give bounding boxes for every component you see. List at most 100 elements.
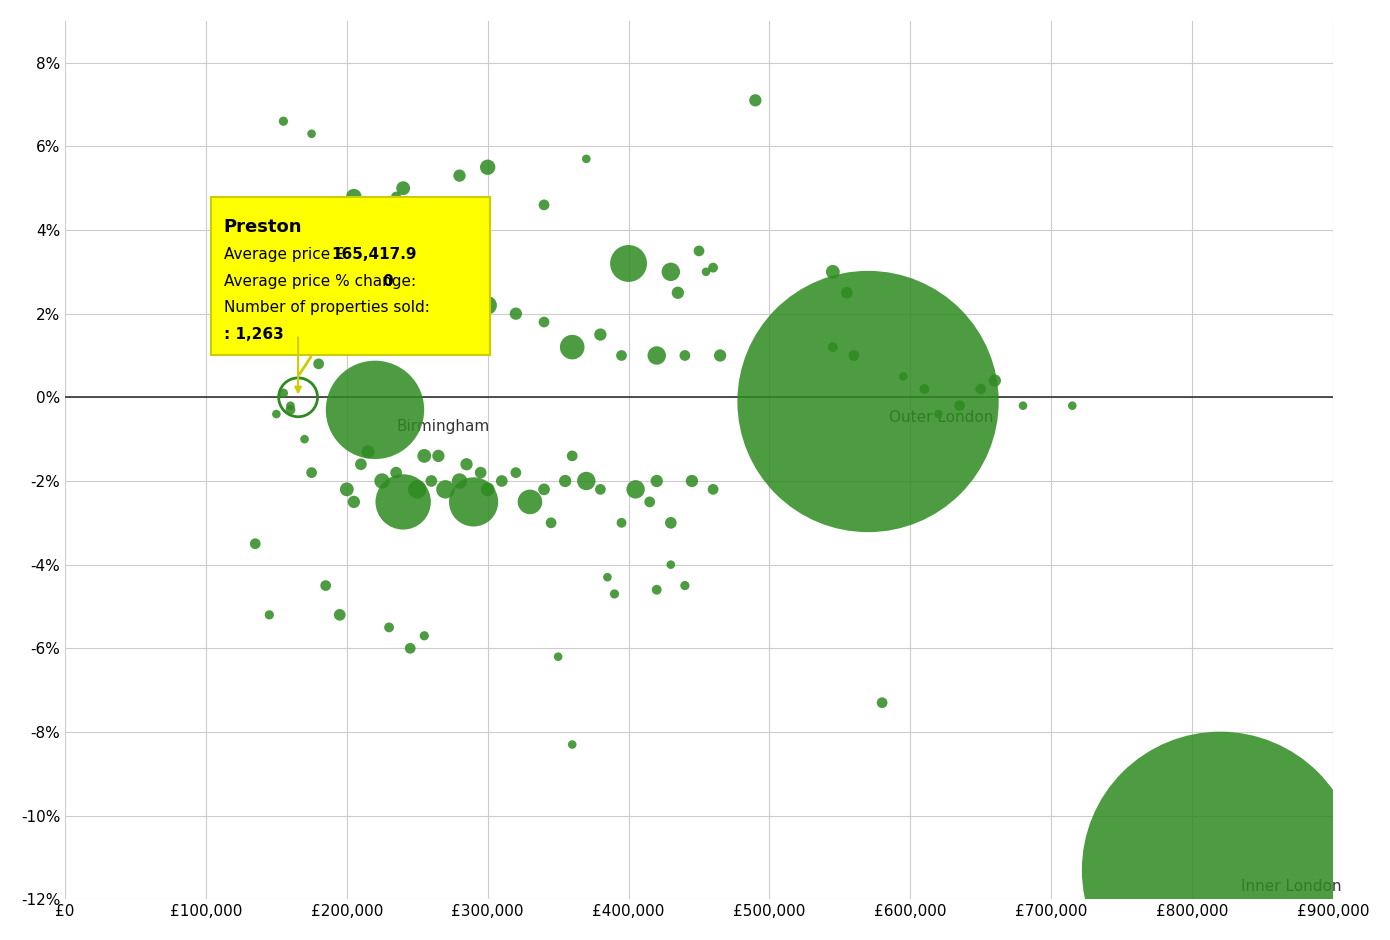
Point — [491, 474, 513, 489]
Point — [575, 151, 598, 166]
Point — [279, 399, 302, 414]
Point — [674, 348, 696, 363]
Point — [505, 465, 527, 480]
Point — [392, 494, 414, 509]
Point — [681, 474, 703, 489]
Point — [434, 322, 456, 337]
Point — [314, 578, 336, 593]
Point — [470, 465, 492, 480]
Point — [702, 482, 724, 497]
Point — [434, 482, 456, 497]
Point — [328, 298, 350, 313]
Point — [272, 385, 295, 400]
Point — [948, 399, 970, 414]
Point — [357, 445, 379, 460]
Point — [667, 285, 689, 300]
Text: 165,417.9: 165,417.9 — [331, 247, 417, 262]
Point — [695, 264, 717, 279]
Point — [413, 448, 435, 463]
Point — [589, 482, 612, 497]
Point — [660, 264, 682, 279]
Point — [279, 402, 302, 417]
Point — [399, 641, 421, 656]
Point — [532, 197, 555, 212]
Point — [913, 382, 935, 397]
Point — [532, 482, 555, 497]
Point — [413, 628, 435, 643]
Text: Birmingham: Birmingham — [396, 419, 489, 433]
Point — [477, 298, 499, 313]
Point — [562, 339, 584, 354]
Point — [505, 306, 527, 321]
Point — [702, 260, 724, 275]
Point — [603, 587, 626, 602]
Text: Average price £:: Average price £: — [224, 247, 354, 262]
Point — [300, 465, 322, 480]
Point — [406, 315, 428, 330]
Point — [427, 448, 449, 463]
Point — [456, 457, 478, 472]
Point — [300, 126, 322, 141]
FancyBboxPatch shape — [211, 196, 489, 354]
Point — [293, 431, 316, 446]
Point — [539, 515, 562, 530]
Point — [555, 474, 577, 489]
Point — [427, 256, 449, 271]
Point — [449, 290, 471, 305]
Point — [610, 515, 632, 530]
Point — [970, 382, 992, 397]
Point — [385, 465, 407, 480]
Point — [1012, 399, 1034, 414]
Point — [984, 373, 1006, 388]
Point — [477, 482, 499, 497]
Point — [336, 482, 359, 497]
Point — [660, 557, 682, 572]
Point — [872, 696, 894, 711]
Point — [821, 264, 844, 279]
Point — [406, 482, 428, 497]
Text: Preston: Preston — [224, 218, 302, 237]
Point — [449, 474, 471, 489]
Point — [624, 482, 646, 497]
Point — [660, 515, 682, 530]
Text: 0: 0 — [382, 274, 392, 289]
Point — [821, 339, 844, 354]
Point — [343, 494, 366, 509]
Point — [307, 356, 329, 371]
Text: Outer London: Outer London — [890, 411, 994, 426]
Point — [645, 348, 667, 363]
Point — [842, 348, 865, 363]
Point — [610, 348, 632, 363]
Point — [265, 406, 288, 421]
Text: Average price % change:: Average price % change: — [224, 274, 421, 289]
Point — [744, 93, 766, 108]
Point — [413, 339, 435, 354]
Point — [449, 168, 471, 183]
Point — [645, 474, 667, 489]
Point — [371, 474, 393, 489]
Point — [371, 306, 393, 321]
Point — [272, 114, 295, 129]
Point — [245, 536, 267, 551]
Point — [927, 406, 949, 421]
Point — [1061, 399, 1083, 414]
Point — [328, 607, 350, 622]
Point — [357, 197, 379, 212]
Point — [343, 189, 366, 204]
Point — [645, 582, 667, 597]
Point — [336, 214, 359, 229]
Point — [259, 607, 281, 622]
Point — [835, 285, 858, 300]
Text: : 1,263: : 1,263 — [224, 326, 284, 341]
Point — [477, 160, 499, 175]
Point — [364, 218, 386, 233]
Point — [589, 327, 612, 342]
Text: Inner London: Inner London — [1241, 879, 1341, 894]
Point — [562, 737, 584, 752]
Point — [364, 402, 386, 417]
Point — [1209, 863, 1232, 878]
Point — [532, 315, 555, 330]
Point — [674, 578, 696, 593]
Point — [892, 368, 915, 384]
Point — [321, 273, 343, 288]
